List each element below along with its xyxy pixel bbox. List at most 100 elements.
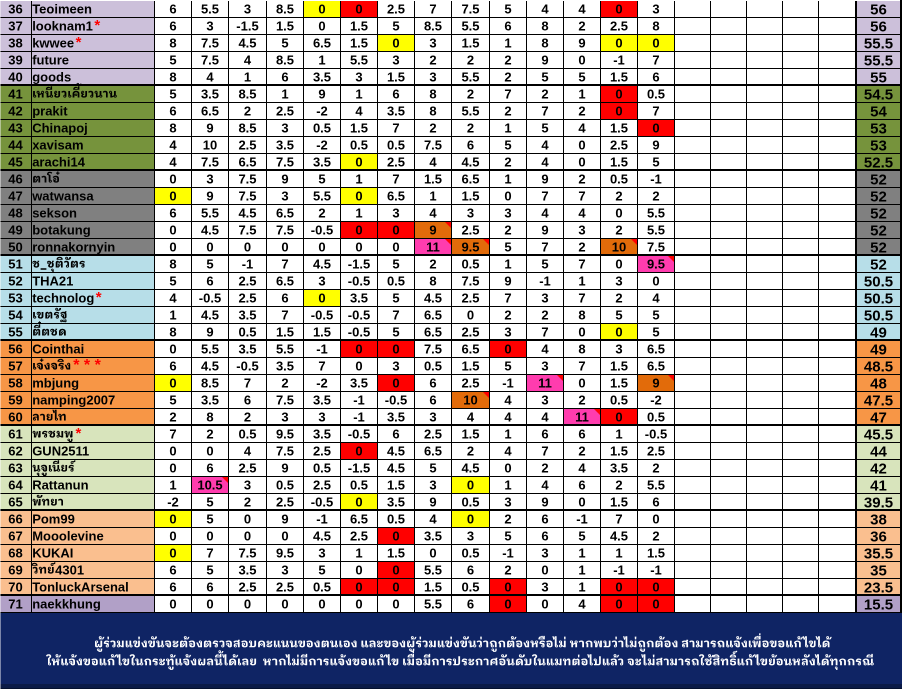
svg-text:2: 2 [467, 444, 474, 459]
svg-text:45: 45 [8, 155, 22, 170]
svg-text:2.5: 2.5 [647, 444, 665, 459]
svg-text:4: 4 [652, 291, 660, 306]
svg-text:8: 8 [652, 19, 659, 34]
svg-text:4: 4 [169, 138, 177, 153]
svg-text:4: 4 [541, 2, 549, 17]
svg-text:9: 9 [541, 53, 548, 68]
svg-text:43: 43 [8, 121, 22, 136]
svg-text:0: 0 [355, 189, 362, 204]
svg-text:prakit: prakit [32, 104, 68, 119]
svg-text:2: 2 [244, 104, 251, 119]
svg-text:-2: -2 [316, 138, 328, 153]
svg-text:6: 6 [244, 393, 251, 408]
svg-text:2: 2 [467, 53, 474, 68]
svg-text:0: 0 [169, 529, 176, 544]
svg-text:7: 7 [392, 121, 399, 136]
svg-text:5.5: 5.5 [201, 342, 219, 357]
svg-text:3: 3 [541, 546, 548, 561]
svg-text:9: 9 [206, 121, 213, 136]
svg-text:4.5: 4.5 [201, 359, 219, 374]
svg-text:44: 44 [870, 443, 887, 460]
svg-text:5: 5 [504, 138, 511, 153]
svg-text:3: 3 [541, 393, 548, 408]
svg-text:4.5: 4.5 [238, 36, 256, 51]
svg-text:2.5: 2.5 [238, 461, 256, 476]
svg-text:2.5: 2.5 [461, 291, 479, 306]
svg-text:41: 41 [8, 87, 22, 102]
svg-text:-0.5: -0.5 [385, 393, 407, 408]
svg-text:3: 3 [206, 172, 213, 187]
svg-text:2: 2 [578, 393, 585, 408]
svg-text:6.5: 6.5 [424, 308, 442, 323]
svg-text:7.5: 7.5 [201, 36, 219, 51]
svg-text:35: 35 [870, 562, 887, 579]
svg-text:1.5: 1.5 [350, 36, 368, 51]
svg-text:8: 8 [169, 121, 176, 136]
svg-text:11: 11 [575, 410, 589, 425]
svg-text:1: 1 [429, 189, 436, 204]
svg-text:3: 3 [206, 19, 213, 34]
svg-text:7.5: 7.5 [238, 189, 256, 204]
svg-text:2: 2 [504, 155, 511, 170]
svg-text:0: 0 [392, 376, 399, 391]
svg-text:0: 0 [652, 512, 659, 527]
svg-text:0: 0 [392, 529, 399, 544]
svg-text:0: 0 [392, 223, 399, 238]
svg-text:1: 1 [615, 427, 622, 442]
svg-text:6: 6 [169, 359, 176, 374]
svg-text:Mooolevine: Mooolevine [32, 529, 104, 544]
svg-text:2: 2 [318, 206, 325, 221]
svg-text:-0.5: -0.5 [645, 427, 667, 442]
svg-text:47.5: 47.5 [864, 392, 893, 409]
svg-text:64: 64 [8, 478, 23, 493]
svg-text:52: 52 [870, 171, 887, 188]
svg-text:0: 0 [504, 597, 511, 612]
svg-text:2.5: 2.5 [313, 478, 331, 493]
svg-text:1: 1 [578, 87, 585, 102]
svg-text:7: 7 [578, 291, 585, 306]
svg-text:0: 0 [355, 223, 362, 238]
svg-text:2: 2 [244, 495, 251, 510]
svg-text:2.5: 2.5 [461, 325, 479, 340]
svg-text:2: 2 [578, 172, 585, 187]
svg-text:7: 7 [541, 189, 548, 204]
svg-text:0.5: 0.5 [461, 580, 479, 595]
svg-text:2: 2 [615, 223, 622, 238]
svg-text:GUN2511: GUN2511 [32, 444, 89, 459]
svg-text:2.5: 2.5 [350, 529, 368, 544]
svg-text:-0.5: -0.5 [348, 308, 370, 323]
svg-text:0: 0 [392, 563, 399, 578]
svg-text:5.5: 5.5 [647, 206, 665, 221]
svg-text:5.5: 5.5 [276, 342, 294, 357]
svg-text:6: 6 [504, 19, 511, 34]
svg-text:-2: -2 [316, 376, 328, 391]
svg-text:technolog*: technolog * [32, 289, 102, 306]
svg-text:5: 5 [652, 155, 659, 170]
svg-text:5: 5 [578, 529, 585, 544]
svg-text:0: 0 [392, 580, 399, 595]
svg-text:0: 0 [504, 461, 511, 476]
svg-text:2: 2 [652, 189, 659, 204]
svg-text:xavisam: xavisam [32, 138, 83, 153]
svg-text:4.5: 4.5 [610, 529, 628, 544]
svg-text:49: 49 [870, 324, 887, 341]
svg-text:8: 8 [169, 70, 176, 85]
svg-text:3: 3 [541, 580, 548, 595]
svg-text:1: 1 [578, 546, 585, 561]
svg-text:3: 3 [318, 546, 325, 561]
svg-text:4.5: 4.5 [461, 461, 479, 476]
svg-text:5: 5 [652, 308, 659, 323]
svg-text:6.5: 6.5 [647, 342, 665, 357]
svg-text:6: 6 [578, 427, 585, 442]
svg-text:0: 0 [652, 121, 659, 136]
svg-text:7.5: 7.5 [424, 138, 442, 153]
svg-text:6: 6 [652, 70, 659, 85]
svg-text:0: 0 [281, 597, 288, 612]
svg-text:8: 8 [429, 87, 436, 102]
svg-text:3: 3 [652, 2, 659, 17]
svg-text:-1: -1 [502, 376, 514, 391]
svg-text:0: 0 [541, 597, 548, 612]
svg-text:4.5: 4.5 [424, 291, 442, 306]
svg-text:7: 7 [652, 53, 659, 68]
svg-text:56: 56 [870, 18, 887, 35]
